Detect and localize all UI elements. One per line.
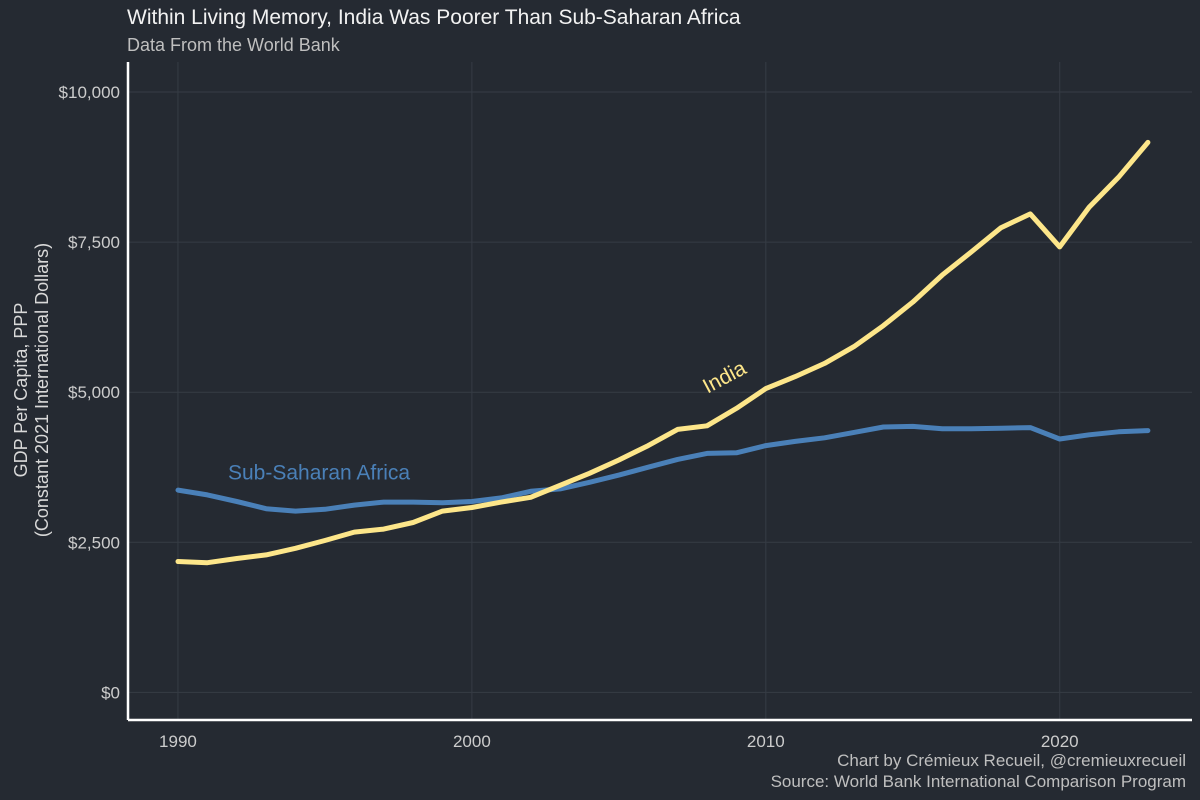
x-tick-label: 2000 — [453, 732, 491, 751]
series-lines — [175, 139, 1151, 566]
y-tick-label: $7,500 — [68, 233, 120, 252]
y-tick-label: $0 — [101, 683, 120, 702]
series-line-india — [175, 139, 1151, 566]
series-label-sub-saharan-africa: Sub-Saharan Africa — [228, 461, 410, 484]
chart-caption: Chart by Crémieux Recueil, @cremieuxrecu… — [771, 750, 1186, 792]
chart-subtitle: Data From the World Bank — [127, 35, 340, 55]
x-tick-label: 1990 — [159, 732, 197, 751]
series-line-sub-saharan-africa — [175, 423, 1151, 514]
grid-lines — [128, 62, 1192, 720]
credit-text: Chart by Crémieux Recueil, @cremieuxrecu… — [837, 751, 1186, 770]
source-text: Source: World Bank International Compari… — [770, 772, 1186, 791]
y-tick-label: $10,000 — [59, 83, 120, 102]
x-tick-label: 2020 — [1041, 732, 1079, 751]
chart-title: Within Living Memory, India Was Poorer T… — [127, 6, 741, 29]
y-tick-label: $5,000 — [68, 383, 120, 402]
y-axis-label-line2: (Constant 2021 International Dollars) — [32, 242, 52, 538]
y-axis-label-line1: GDP Per Capita, PPP — [11, 302, 31, 478]
axes: $0 $2,500 $5,000 $7,500 $10,000 1990 2000 2010 2… — [59, 62, 1192, 751]
y-tick-label: $2,500 — [68, 533, 120, 552]
x-tick-label: 2010 — [747, 732, 785, 751]
y-axis-label: GDP Per Capita, PPP (Constant 2021 Inter… — [11, 243, 53, 537]
y-axis-label-container: GDP Per Capita, PPP (Constant 2021 Inter… — [2, 65, 62, 715]
